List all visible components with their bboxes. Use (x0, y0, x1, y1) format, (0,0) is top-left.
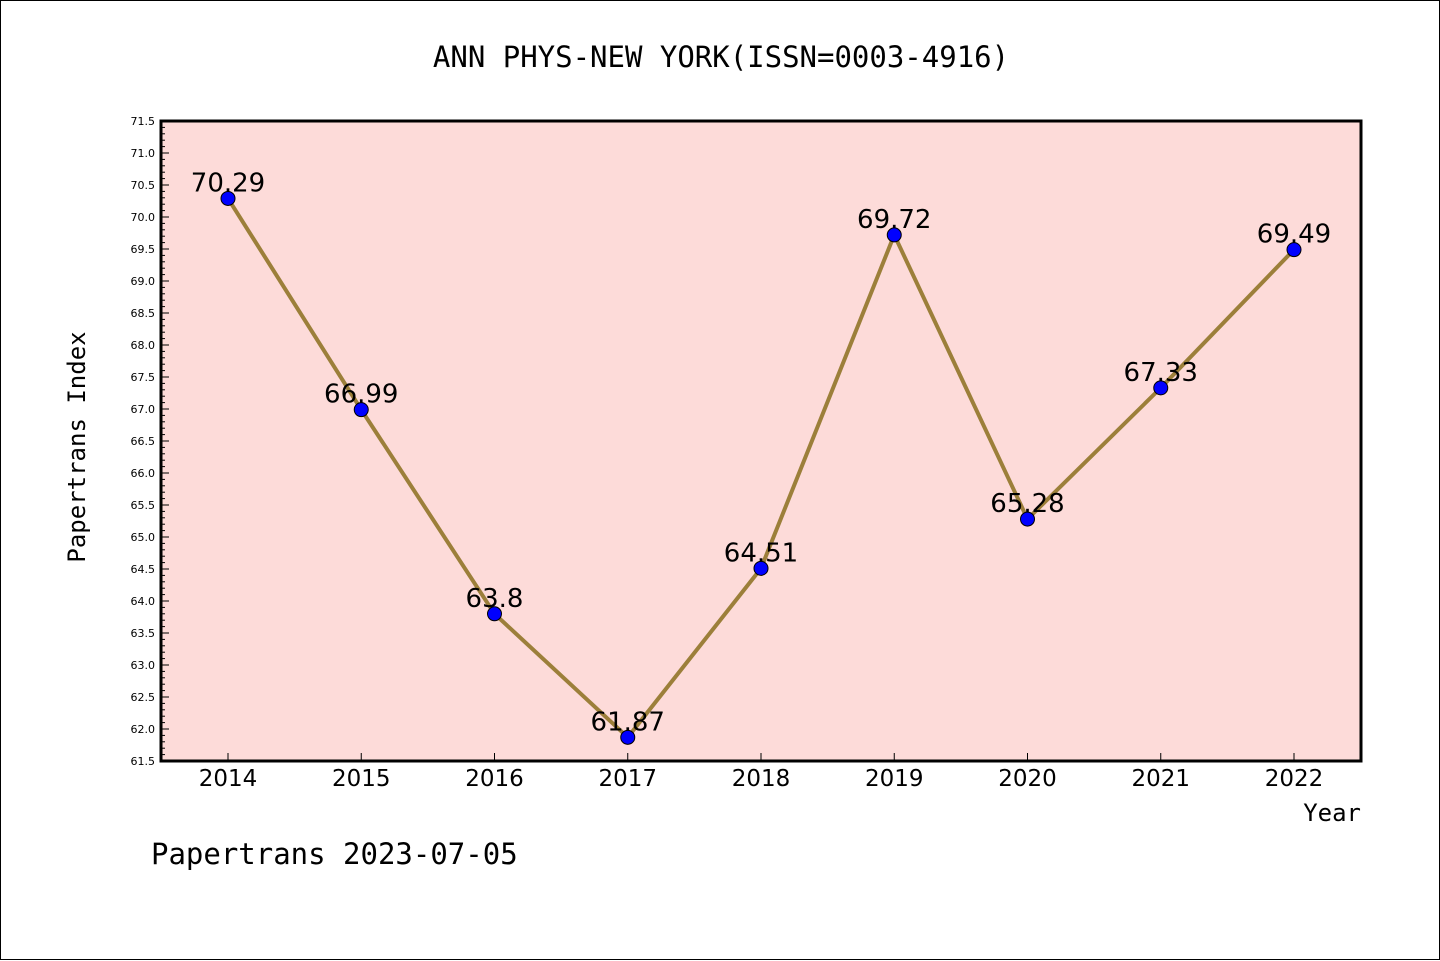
y-tick-label: 66.5 (131, 435, 156, 448)
x-tick-label: 2021 (1131, 766, 1190, 792)
series-layer (220, 190, 1302, 745)
y-tick-label: 71.0 (131, 147, 156, 160)
data-point (753, 560, 769, 576)
data-point (487, 606, 502, 622)
y-tick-label: 63.0 (131, 659, 156, 672)
x-axis: 2014 2015 2016 2017 2018 2019 2020 2021 2022 (199, 753, 1324, 792)
y-tick-label: 67.0 (131, 403, 156, 416)
data-label: 70.29 (191, 168, 265, 198)
y-tick-label: 70.0 (131, 211, 156, 224)
data-point (886, 227, 902, 243)
data-label: 65.28 (990, 489, 1064, 519)
data-labels: 70.29 66.99 63.8 61.87 64.51 69.72 65.28 67.33 6… (191, 168, 1331, 737)
y-tick-label: 70.5 (131, 179, 156, 192)
data-label: 64.51 (724, 538, 798, 568)
data-label: 66.99 (324, 380, 398, 410)
x-tick-label: 2015 (332, 766, 391, 792)
y-tick-label: 71.5 (131, 115, 156, 128)
data-point (353, 402, 369, 418)
y-axis-label: Papertrans Index (63, 331, 91, 562)
data-label: 69.72 (857, 205, 931, 235)
data-label: 67.33 (1124, 358, 1198, 388)
x-tick-label: 2016 (465, 766, 524, 792)
x-tick-label: 2019 (865, 766, 924, 792)
y-tick-label: 68.5 (131, 307, 156, 320)
y-tick-label: 69.0 (131, 275, 156, 288)
x-tick-label: 2022 (1265, 766, 1324, 792)
data-point (220, 190, 236, 206)
plot-area (161, 121, 1361, 761)
data-label: 63.8 (466, 584, 524, 614)
x-tick-label: 2020 (998, 766, 1057, 792)
data-point (1286, 242, 1302, 258)
y-tick-label: 62.5 (131, 691, 156, 704)
y-tick-label: 65.5 (131, 499, 156, 512)
chart-title: ANN PHYS-NEW YORK(ISSN=0003-4916) (433, 40, 1009, 74)
y-tick-label: 61.5 (131, 755, 156, 768)
x-tick-label: 2018 (732, 766, 791, 792)
y-tick-label: 66.0 (131, 467, 156, 480)
x-tick-label: 2014 (199, 766, 258, 792)
data-point (620, 729, 636, 745)
data-point (1153, 380, 1169, 396)
y-tick-label: 62.0 (131, 723, 156, 736)
x-tick-label: 2017 (598, 766, 657, 792)
y-tick-label: 69.5 (131, 243, 156, 256)
y-tick-label: 68.0 (131, 339, 156, 352)
y-tick-label: 64.0 (131, 595, 156, 608)
y-tick-label: 67.5 (131, 371, 156, 384)
footer-text: Papertrans 2023-07-05 (151, 837, 518, 871)
y-tick-label: 63.5 (131, 627, 156, 640)
y-tick-label: 64.5 (131, 563, 156, 576)
x-axis-label: Year (1303, 799, 1361, 827)
data-point (1020, 511, 1035, 527)
y-tick-label: 65.0 (131, 531, 156, 544)
data-label: 61.87 (591, 707, 665, 737)
data-label: 69.49 (1257, 220, 1331, 250)
plot-border (159, 119, 1363, 763)
